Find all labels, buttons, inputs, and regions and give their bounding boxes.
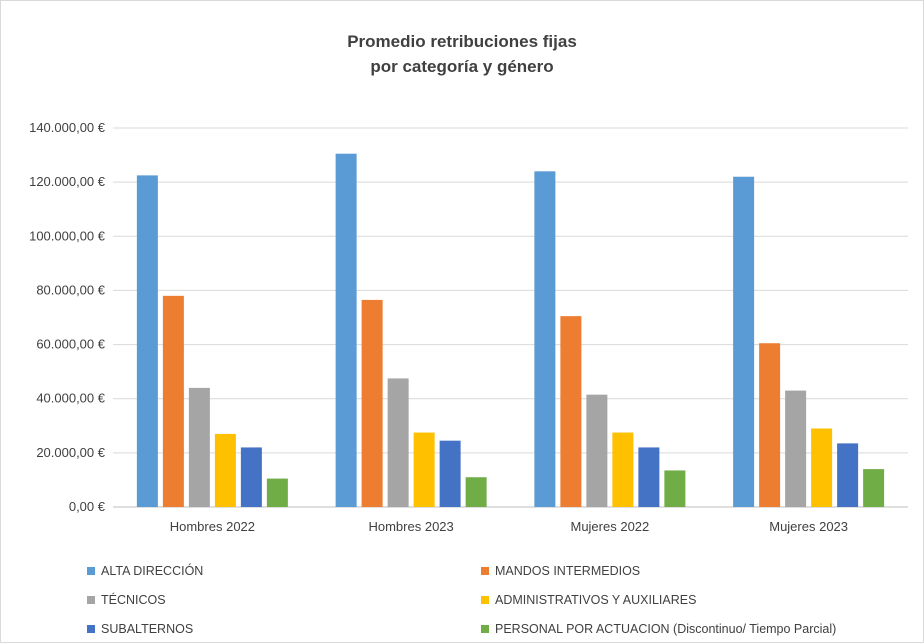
bar	[638, 447, 660, 507]
bar	[837, 443, 859, 507]
x-tick-label: Hombres 2023	[368, 519, 453, 534]
bar	[863, 469, 885, 507]
y-tick-label: 100.000,00 €	[29, 228, 106, 243]
y-tick-label: 140.000,00 €	[29, 120, 106, 135]
chart-title-line-1: Promedio retribuciones fijas	[347, 32, 577, 51]
x-tick-label: Mujeres 2023	[769, 519, 848, 534]
bar	[560, 316, 582, 507]
bar	[335, 153, 357, 508]
bar	[162, 295, 184, 507]
bar	[664, 470, 686, 507]
bar	[759, 343, 781, 507]
y-tick-label: 40.000,00 €	[36, 391, 105, 406]
y-tick-label: 60.000,00 €	[36, 337, 105, 352]
y-tick-label: 20.000,00 €	[36, 445, 105, 460]
chart-title: Promedio retribuciones fijas por categor…	[1, 29, 923, 79]
bar	[534, 171, 556, 508]
bar	[439, 440, 461, 507]
bar	[240, 447, 262, 507]
bar	[387, 378, 409, 507]
y-tick-label: 0,00 €	[69, 499, 106, 514]
bar	[465, 477, 487, 507]
bar	[733, 176, 755, 507]
bar	[811, 428, 833, 507]
bar	[361, 299, 383, 507]
x-tick-label: Mujeres 2022	[570, 519, 649, 534]
bar	[612, 432, 634, 507]
bar	[136, 175, 158, 507]
bar	[214, 433, 236, 507]
chart-title-line-2: por categoría y género	[370, 57, 554, 76]
bar	[413, 432, 435, 507]
bar	[266, 478, 288, 507]
bar	[586, 394, 608, 507]
x-tick-label: Hombres 2022	[170, 519, 255, 534]
bar	[188, 387, 210, 507]
y-tick-label: 120.000,00 €	[29, 174, 106, 189]
y-tick-label: 80.000,00 €	[36, 282, 105, 297]
bar	[785, 390, 807, 507]
